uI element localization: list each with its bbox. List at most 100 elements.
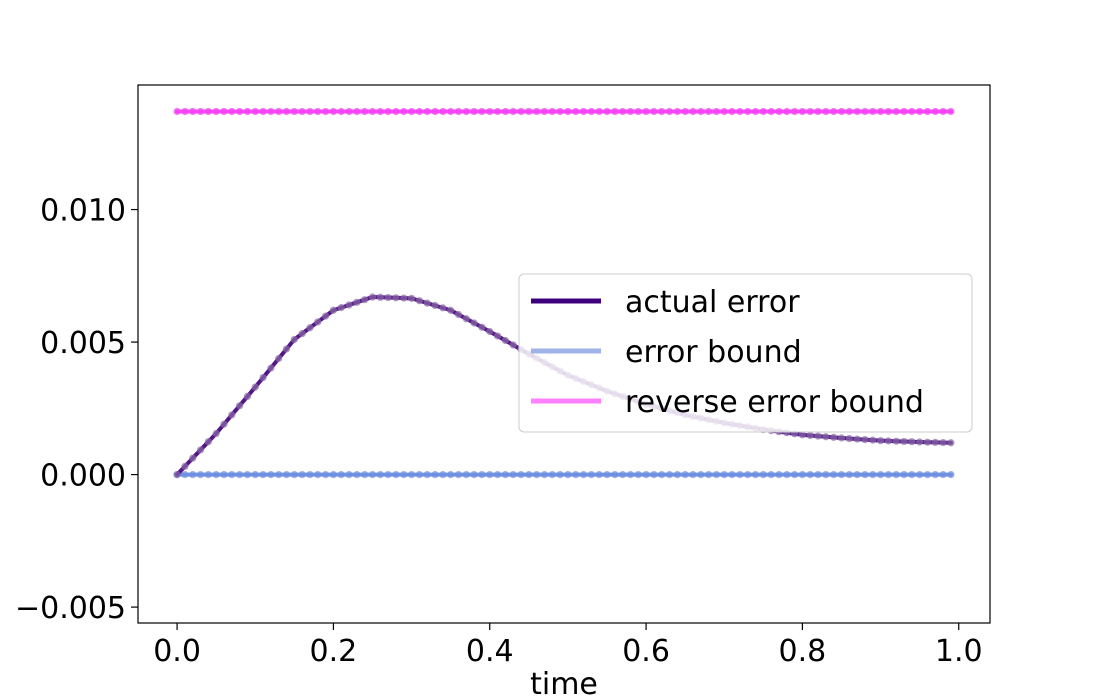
data-point bbox=[697, 470, 705, 479]
data-point bbox=[361, 470, 369, 479]
data-point bbox=[361, 107, 369, 116]
data-point bbox=[814, 107, 822, 116]
data-point bbox=[673, 107, 681, 116]
data-point bbox=[830, 470, 838, 479]
data-point bbox=[908, 107, 916, 116]
data-point bbox=[642, 107, 650, 116]
data-point bbox=[509, 107, 517, 116]
data-point bbox=[861, 470, 869, 479]
data-point bbox=[501, 107, 509, 116]
data-point bbox=[407, 470, 416, 479]
data-point bbox=[814, 470, 822, 479]
legend-label: actual error bbox=[625, 285, 800, 320]
data-point bbox=[423, 470, 431, 479]
data-point bbox=[470, 319, 478, 327]
data-point bbox=[947, 107, 955, 116]
data-point bbox=[384, 293, 392, 302]
data-point bbox=[204, 470, 212, 479]
data-point bbox=[853, 435, 861, 443]
data-point bbox=[251, 107, 259, 116]
data-point bbox=[884, 437, 892, 445]
data-point bbox=[673, 470, 681, 479]
data-point bbox=[681, 470, 689, 479]
data-point bbox=[720, 470, 728, 479]
data-point bbox=[478, 323, 486, 331]
data-point bbox=[658, 470, 666, 479]
data-point bbox=[916, 438, 924, 446]
data-point bbox=[447, 107, 455, 116]
data-point bbox=[298, 329, 306, 338]
data-point bbox=[767, 107, 775, 116]
data-point bbox=[196, 446, 205, 454]
data-point bbox=[822, 470, 830, 479]
data-point bbox=[759, 470, 767, 479]
data-point bbox=[845, 434, 853, 443]
data-point bbox=[900, 107, 908, 116]
series-reverse-error-bound bbox=[173, 107, 955, 116]
data-point bbox=[353, 298, 361, 306]
data-point bbox=[595, 470, 603, 479]
data-point bbox=[259, 470, 267, 479]
data-point bbox=[556, 107, 564, 116]
data-point bbox=[251, 470, 259, 479]
series-error-bound bbox=[173, 470, 955, 479]
data-point bbox=[892, 107, 900, 116]
data-point bbox=[923, 107, 932, 116]
data-point bbox=[345, 107, 353, 116]
data-point bbox=[923, 438, 932, 446]
data-point bbox=[509, 470, 517, 479]
data-point bbox=[822, 107, 830, 116]
data-point bbox=[540, 107, 549, 116]
data-point bbox=[423, 107, 431, 116]
data-point bbox=[267, 470, 275, 479]
data-point bbox=[290, 470, 298, 479]
data-point bbox=[415, 470, 423, 479]
data-point bbox=[837, 434, 846, 442]
data-point bbox=[400, 107, 408, 116]
data-point bbox=[681, 107, 689, 116]
x-axis-title: time bbox=[530, 667, 598, 700]
data-point bbox=[439, 304, 447, 312]
plot-frame bbox=[137, 84, 991, 624]
data-point bbox=[228, 470, 236, 479]
data-point bbox=[853, 107, 861, 116]
data-point bbox=[712, 107, 721, 116]
y-tick-label: 0.000 bbox=[40, 459, 126, 494]
data-point bbox=[900, 470, 908, 479]
data-point bbox=[290, 335, 298, 344]
data-point bbox=[744, 107, 752, 116]
data-point bbox=[189, 454, 197, 462]
data-point bbox=[634, 107, 642, 116]
data-point bbox=[751, 470, 760, 479]
data-point bbox=[619, 470, 627, 479]
data-point bbox=[705, 470, 713, 479]
data-point bbox=[196, 107, 205, 116]
data-point bbox=[845, 107, 853, 116]
x-tick-label: 0.0 bbox=[153, 634, 201, 669]
data-point bbox=[423, 299, 431, 307]
data-point bbox=[439, 107, 447, 116]
data-point bbox=[329, 107, 338, 116]
data-point bbox=[353, 470, 361, 479]
data-point bbox=[736, 470, 744, 479]
data-point bbox=[376, 293, 384, 301]
data-point bbox=[665, 470, 674, 479]
data-point bbox=[392, 294, 400, 302]
data-point bbox=[447, 306, 455, 314]
x-axis: 0.0 0.2 0.4 0.6 0.8 1.0 bbox=[153, 623, 983, 669]
data-point bbox=[533, 107, 541, 116]
data-point bbox=[884, 107, 892, 116]
data-point bbox=[579, 470, 588, 479]
data-point bbox=[830, 107, 838, 116]
data-point bbox=[282, 107, 291, 116]
data-point bbox=[454, 310, 463, 319]
data-point bbox=[368, 293, 377, 301]
data-point bbox=[337, 107, 345, 116]
data-point bbox=[642, 470, 650, 479]
data-point bbox=[454, 470, 463, 479]
x-tick-label: 0.2 bbox=[310, 634, 358, 669]
data-point bbox=[790, 107, 799, 116]
x-tick-label: 0.4 bbox=[466, 634, 514, 669]
data-point bbox=[212, 470, 220, 479]
data-point bbox=[603, 470, 611, 479]
